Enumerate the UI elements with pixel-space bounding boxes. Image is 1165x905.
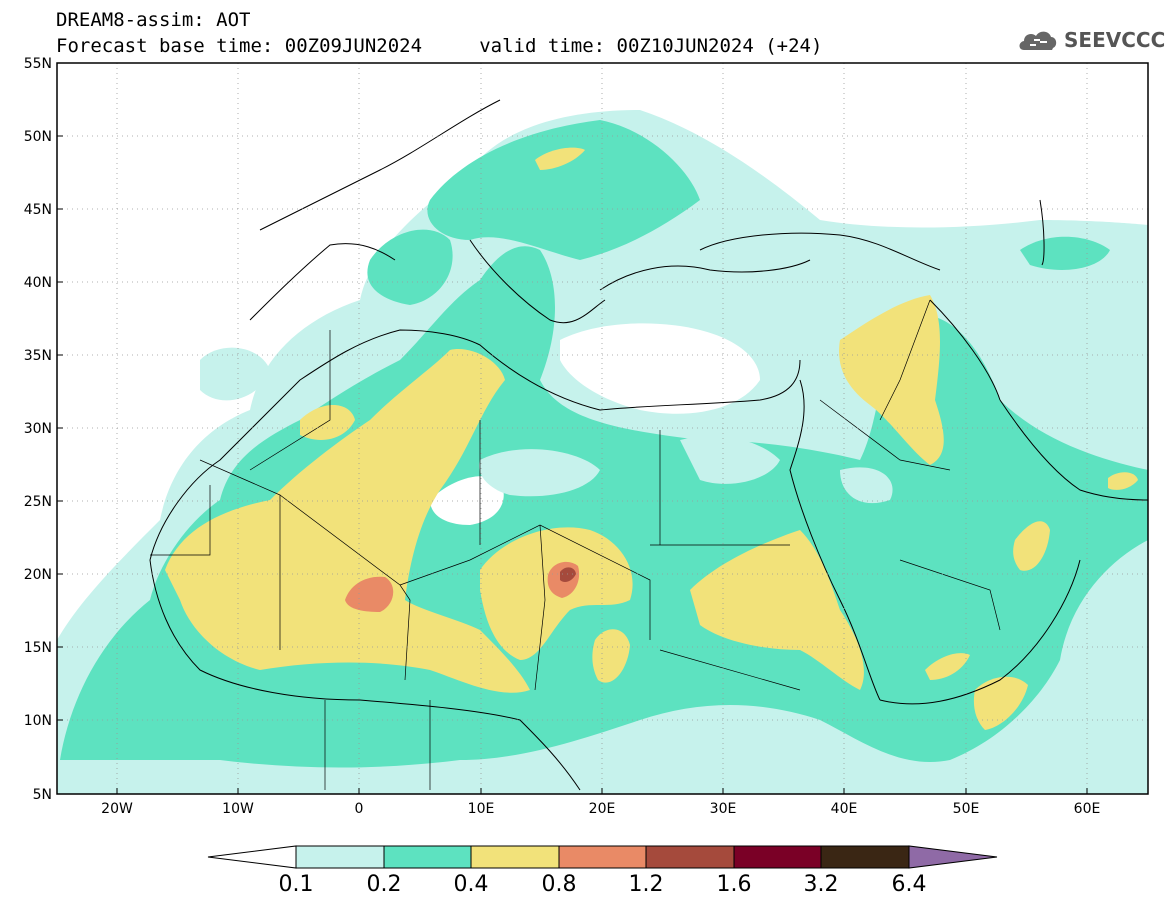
colorbar xyxy=(207,845,998,869)
colorbar-label: 1.2 xyxy=(628,872,664,897)
lat-tick-label: 5N xyxy=(33,787,52,803)
lat-tick-label: 55N xyxy=(24,56,52,72)
lon-tick-label: 20W xyxy=(101,801,133,817)
colorbar-swatch xyxy=(470,845,560,869)
lon-tick-label: 0 xyxy=(355,801,364,817)
colorbar-label: 6.4 xyxy=(891,872,927,897)
lat-tick-label: 30N xyxy=(24,421,52,437)
lat-tick-label: 40N xyxy=(24,275,52,291)
logo-text: SEEVCCC xyxy=(1064,28,1165,52)
colorbar-label: 0.1 xyxy=(278,872,314,897)
colorbar-label: 0.8 xyxy=(541,872,577,897)
colorbar-swatch xyxy=(383,845,472,869)
map-title: DREAM8-assim: AOT xyxy=(56,9,251,31)
lat-tick-label: 10N xyxy=(24,713,52,729)
colorbar-swatch xyxy=(645,845,735,869)
lat-tick-label: 20N xyxy=(24,567,52,583)
colorbar-under-arrow xyxy=(207,845,297,869)
lat-tick-label: 15N xyxy=(24,640,52,656)
cloud-icon xyxy=(1019,31,1057,50)
lon-tick-label: 60E xyxy=(1074,801,1101,817)
lat-tick-label: 45N xyxy=(24,202,52,218)
colorbar-swatch xyxy=(558,845,647,869)
lon-tick-label: 10E xyxy=(468,801,495,817)
colorbar-label: 3.2 xyxy=(803,872,839,897)
lat-tick-label: 25N xyxy=(24,494,52,510)
colorbar-label: 0.4 xyxy=(453,872,489,897)
colorbar-swatch xyxy=(820,845,910,869)
colorbar-swatch xyxy=(733,845,822,869)
lon-tick-label: 10W xyxy=(222,801,254,817)
map-subtitle-times: Forecast base time: 00Z09JUN2024 valid t… xyxy=(56,35,823,57)
lon-tick-label: 50E xyxy=(953,801,980,817)
colorbar-swatch xyxy=(295,845,385,869)
aot-band-0.4 xyxy=(165,349,530,693)
colorbar-label: 1.6 xyxy=(716,872,752,897)
lat-tick-label: 50N xyxy=(24,129,52,145)
lon-tick-label: 30E xyxy=(710,801,737,817)
colorbar-over-arrow xyxy=(908,845,998,869)
lon-tick-label: 40E xyxy=(831,801,858,817)
aot-band-0.8 xyxy=(345,576,394,612)
lon-tick-label: 20E xyxy=(589,801,616,817)
lat-tick-label: 35N xyxy=(24,348,52,364)
colorbar-label: 0.2 xyxy=(366,872,402,897)
